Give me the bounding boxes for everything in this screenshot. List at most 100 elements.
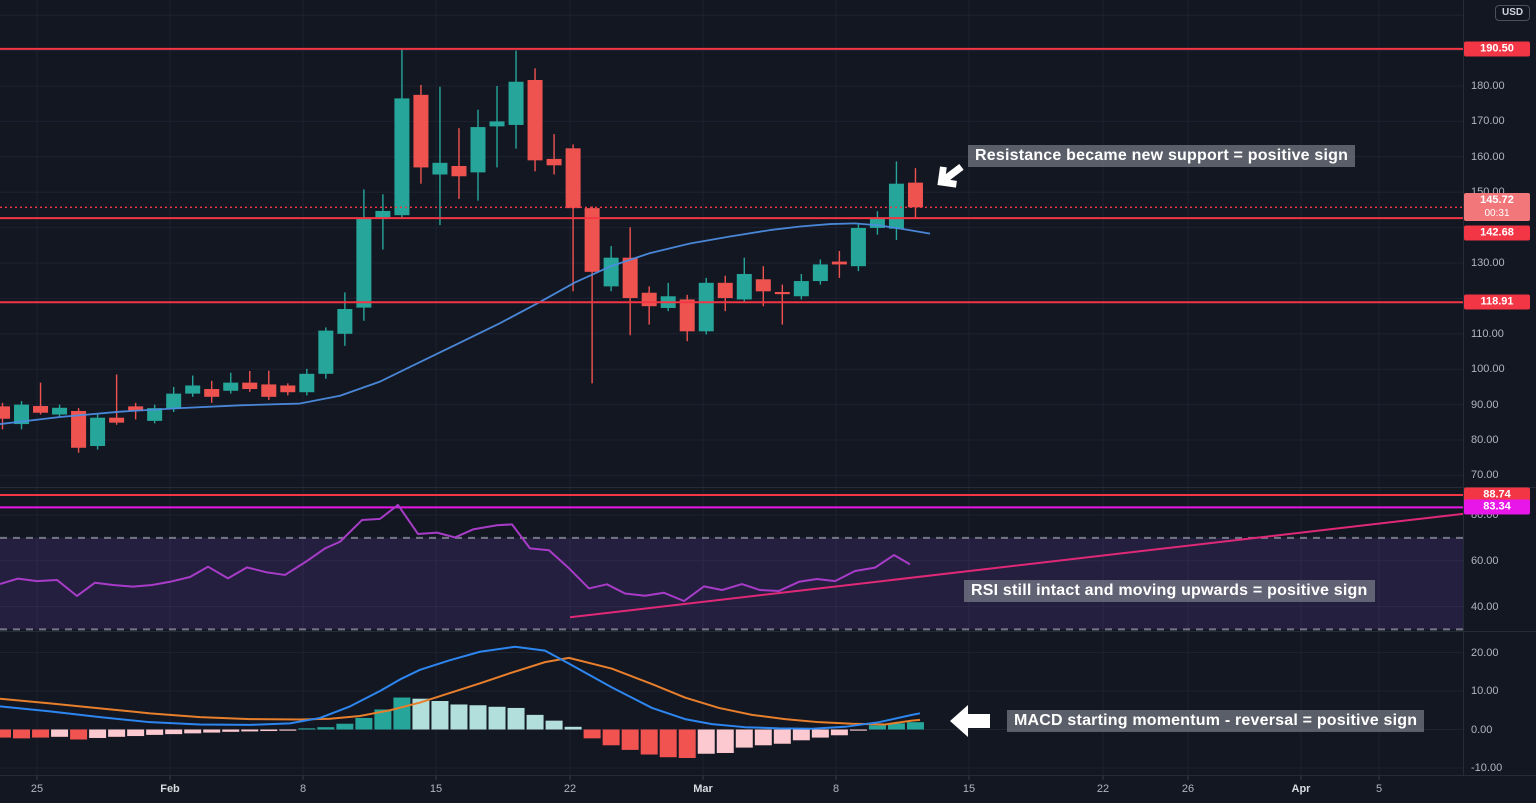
candle-body (14, 404, 30, 425)
time-label-Mar: Mar (693, 783, 713, 795)
macd-histogram-bar (450, 704, 468, 730)
annotation-rsi[interactable]: RSI still intact and moving upwards = po… (964, 580, 1375, 602)
candle-body (698, 282, 714, 332)
rsi-line (0, 503, 911, 603)
macd-line (0, 645, 921, 730)
candle-body (356, 217, 372, 308)
candle-body (71, 410, 87, 448)
macd-histogram-bar (127, 729, 145, 737)
countdown-timer: 00:31 (1484, 208, 1510, 220)
time-label-5: 5 (1375, 783, 1383, 795)
macd-histogram-bar (868, 725, 886, 730)
time-axis[interactable] (0, 775, 1536, 803)
candle-body (470, 127, 486, 173)
macd-histogram-bar (184, 729, 202, 734)
currency-toggle-button[interactable]: USD (1495, 5, 1531, 21)
candle-body (679, 299, 695, 332)
macd-histogram-bar (773, 729, 791, 744)
macd-histogram-bar (564, 726, 582, 730)
candle-body (318, 330, 334, 374)
candle-body (185, 385, 201, 394)
macd-histogram-bar (374, 709, 392, 730)
macd-histogram-bar (621, 729, 639, 750)
candle-body (584, 208, 600, 272)
candle-body (869, 218, 885, 228)
macd-histogram-bar (89, 729, 107, 738)
macd-histogram-bar (678, 729, 696, 758)
price-badge-190.50: 190.50 (1464, 41, 1530, 57)
candle-body (793, 281, 809, 297)
price-tick-label: 170.00 (1471, 115, 1505, 128)
candle-body (717, 282, 733, 299)
candle-body (166, 393, 182, 409)
candle-body (0, 406, 10, 419)
macd-histogram-bar (830, 729, 848, 736)
candle-body (603, 257, 619, 287)
time-label-8: 8 (832, 783, 840, 795)
macd-tick-label: 10.00 (1471, 685, 1499, 697)
macd-histogram-bar (906, 722, 924, 730)
macd-histogram-bar (583, 729, 601, 739)
price-badge-142.68: 142.68 (1464, 225, 1530, 241)
macd-tick-label: 20.00 (1471, 646, 1499, 659)
arrow-down-left-icon[interactable] (934, 157, 968, 191)
macd-histogram-bar (222, 729, 240, 732)
macd-histogram-bar (716, 729, 734, 753)
macd-histogram-bar (0, 729, 11, 738)
price-axis-divider (1463, 0, 1464, 775)
candle-body (413, 94, 429, 168)
macd-histogram-bar (108, 729, 126, 737)
macd-histogram-bar (165, 729, 183, 735)
macd-histogram-bar (602, 729, 620, 746)
price-tick-label: 80.00 (1471, 434, 1499, 446)
price-tick-label: 70.00 (1471, 469, 1499, 482)
macd-histogram-bar (545, 720, 563, 730)
candle-body (489, 121, 505, 127)
macd-histogram-bar (146, 729, 164, 735)
macd-histogram-bar (811, 729, 829, 738)
candle-body (109, 417, 125, 423)
moving-average-line (0, 222, 931, 425)
rsi-badge-83.34: 83.34 (1464, 499, 1530, 515)
macd-histogram-bar (659, 729, 677, 758)
macd-tick-label: 0.00 (1471, 723, 1493, 736)
time-label-Apr: Apr (1291, 783, 1311, 795)
macd-histogram-bar (526, 714, 544, 730)
arrow-left-icon[interactable] (948, 703, 992, 739)
macd-histogram-bar (792, 729, 810, 741)
price-tick-label: 90.00 (1471, 398, 1499, 411)
macd-histogram-bar (298, 728, 316, 730)
candle-body (223, 382, 239, 391)
macd-tick-label: -10.00 (1471, 762, 1503, 774)
price-tick-label: 160.00 (1471, 150, 1505, 163)
candle-body (755, 279, 771, 292)
macd-histogram-bar (260, 729, 278, 732)
time-label-Feb: Feb (160, 783, 180, 795)
macd-histogram-bar (849, 729, 867, 731)
candle-body (565, 148, 581, 209)
macd-histogram-bar (355, 717, 373, 730)
annotation-resistance-support[interactable]: Resistance became new support = positive… (968, 145, 1356, 167)
rsi-tick-label: 40.00 (1471, 600, 1499, 613)
annotation-macd[interactable]: MACD starting momentum - reversal = posi… (1007, 710, 1425, 732)
candle-body (204, 389, 220, 397)
macd-histogram-bar (469, 705, 487, 730)
macd-histogram-bar (279, 729, 297, 731)
candle-body (888, 183, 904, 229)
candle-body (907, 182, 923, 208)
candle-body (527, 79, 543, 161)
rsi-tick-label: 60.00 (1471, 554, 1499, 567)
candle-body (451, 166, 467, 177)
time-label-15: 15 (429, 783, 443, 795)
macd-histogram-bar (412, 698, 430, 730)
time-label-26: 26 (1181, 783, 1195, 795)
candle-body (147, 408, 163, 421)
price-tick-label: 100.00 (1471, 363, 1505, 376)
macd-histogram-bar (241, 729, 259, 732)
rsi-trendline[interactable] (569, 512, 1463, 619)
macd-histogram-bar (336, 723, 354, 730)
macd-histogram-bar (203, 729, 221, 733)
macd-pane (0, 645, 924, 758)
